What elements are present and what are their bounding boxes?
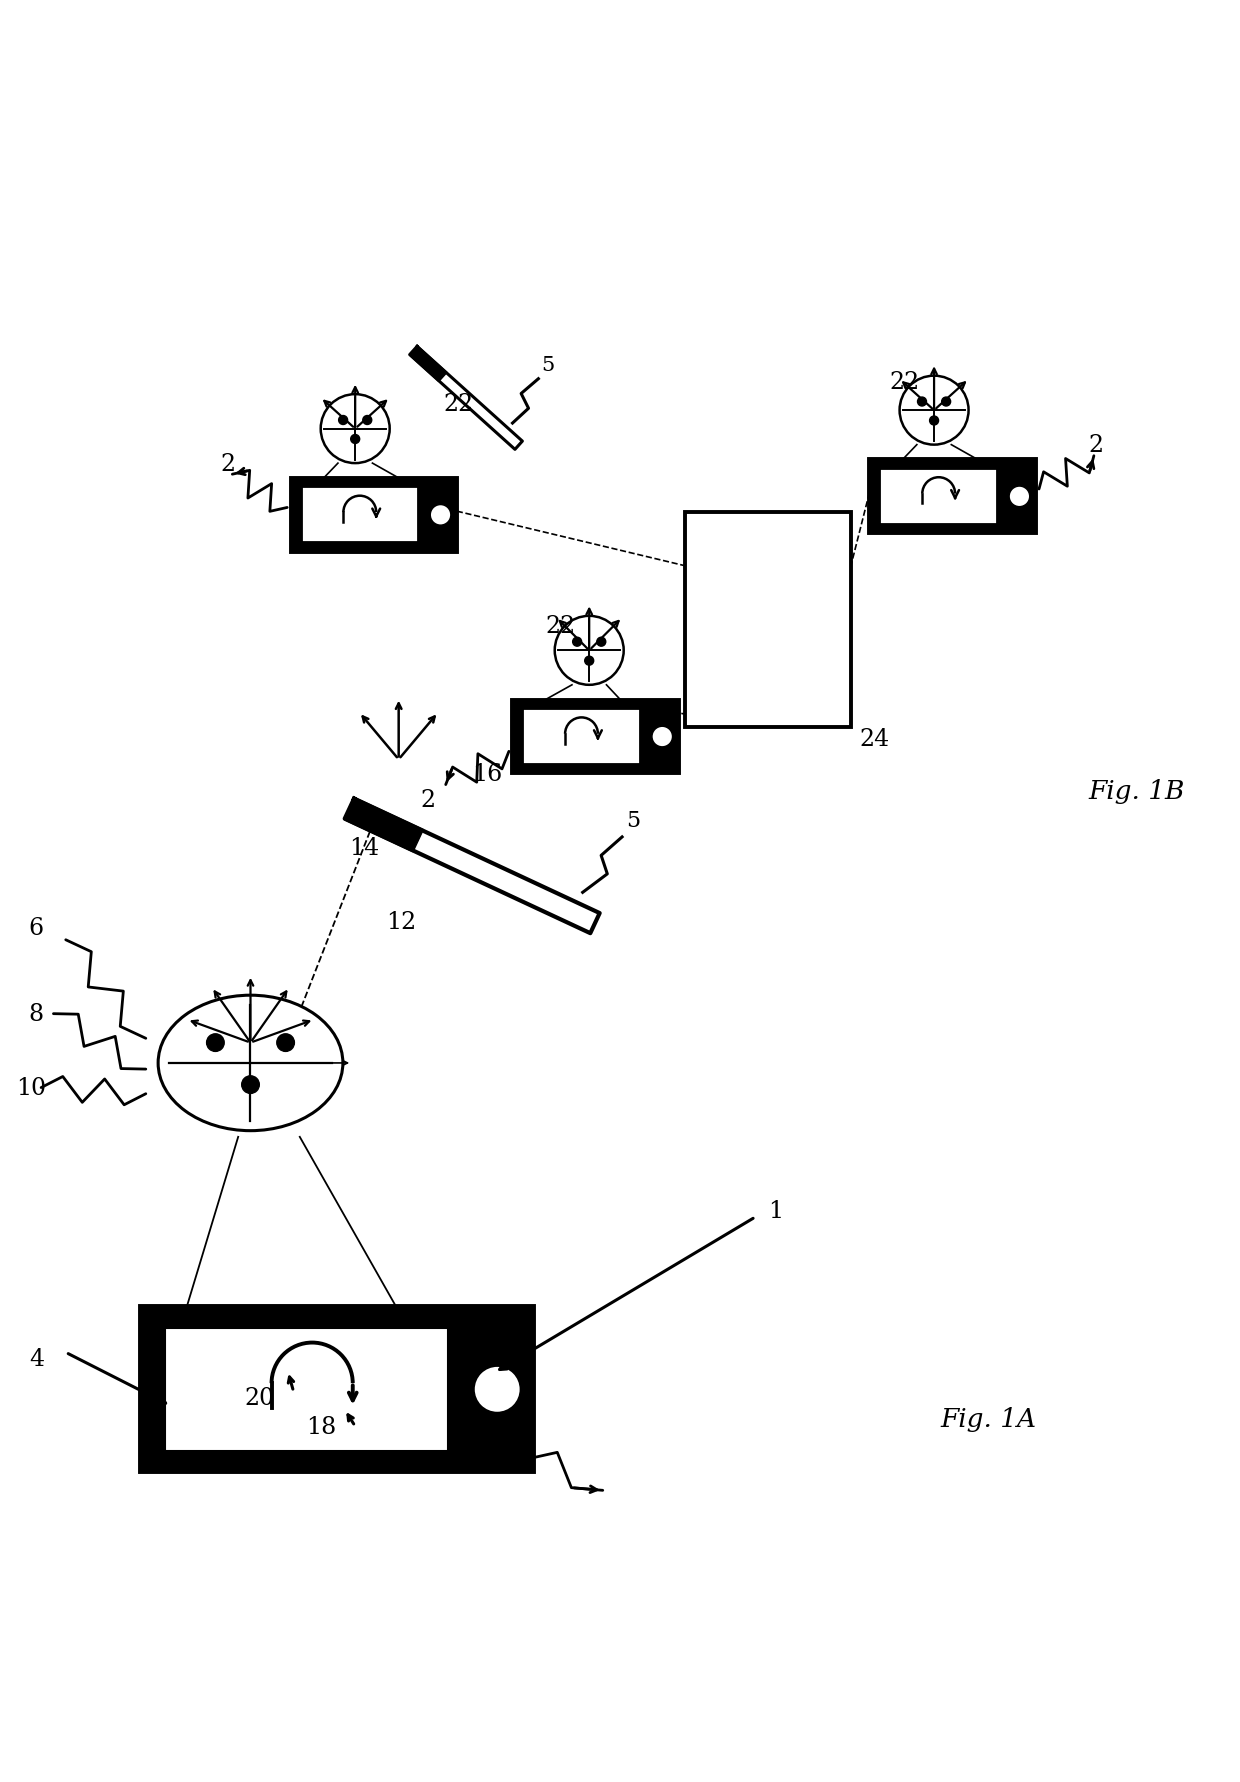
Polygon shape bbox=[345, 798, 600, 934]
Bar bbox=[880, 470, 997, 524]
Circle shape bbox=[242, 1076, 259, 1094]
Circle shape bbox=[207, 1034, 224, 1051]
Circle shape bbox=[652, 727, 672, 747]
Circle shape bbox=[941, 397, 951, 406]
Bar bbox=[301, 488, 418, 544]
Polygon shape bbox=[409, 347, 446, 383]
Bar bbox=[140, 1306, 533, 1472]
Text: 24: 24 bbox=[859, 727, 889, 750]
Circle shape bbox=[277, 1034, 294, 1051]
Bar bbox=[165, 1328, 449, 1451]
Text: 2: 2 bbox=[221, 453, 236, 476]
Circle shape bbox=[1009, 486, 1029, 508]
Text: Fig. 1B: Fig. 1B bbox=[1087, 779, 1184, 804]
Text: 5: 5 bbox=[626, 809, 640, 830]
Circle shape bbox=[321, 396, 389, 463]
Circle shape bbox=[363, 417, 372, 426]
Text: 22: 22 bbox=[889, 371, 920, 394]
Text: 12: 12 bbox=[386, 911, 417, 934]
Circle shape bbox=[554, 617, 624, 686]
Bar bbox=[523, 709, 640, 764]
Bar bbox=[869, 460, 1035, 535]
Text: 1: 1 bbox=[768, 1199, 782, 1222]
Text: 2: 2 bbox=[472, 1304, 487, 1328]
Circle shape bbox=[430, 506, 451, 526]
Circle shape bbox=[930, 417, 939, 426]
Text: 2: 2 bbox=[1089, 433, 1104, 456]
Text: Fig. 1A: Fig. 1A bbox=[940, 1406, 1037, 1431]
Circle shape bbox=[596, 638, 606, 647]
Circle shape bbox=[585, 658, 594, 666]
Text: 8: 8 bbox=[29, 1003, 43, 1026]
Circle shape bbox=[339, 417, 347, 426]
Text: 14: 14 bbox=[348, 836, 379, 859]
Polygon shape bbox=[409, 347, 522, 451]
Circle shape bbox=[918, 397, 926, 406]
Text: 18: 18 bbox=[306, 1415, 336, 1438]
Text: 6: 6 bbox=[29, 916, 43, 939]
Circle shape bbox=[474, 1367, 521, 1413]
Text: 5: 5 bbox=[541, 356, 554, 374]
Text: 20: 20 bbox=[244, 1386, 274, 1410]
Bar bbox=[512, 700, 678, 773]
Text: 16: 16 bbox=[472, 763, 502, 786]
Circle shape bbox=[573, 638, 582, 647]
Text: 10: 10 bbox=[16, 1076, 47, 1099]
Text: 22: 22 bbox=[546, 615, 575, 638]
Text: 4: 4 bbox=[29, 1347, 43, 1370]
Bar bbox=[290, 479, 456, 552]
Circle shape bbox=[351, 435, 360, 444]
Ellipse shape bbox=[159, 996, 343, 1132]
Text: 2: 2 bbox=[420, 788, 436, 811]
Bar bbox=[684, 513, 851, 727]
Polygon shape bbox=[345, 798, 423, 852]
Text: 22: 22 bbox=[444, 394, 474, 417]
Circle shape bbox=[899, 376, 968, 446]
